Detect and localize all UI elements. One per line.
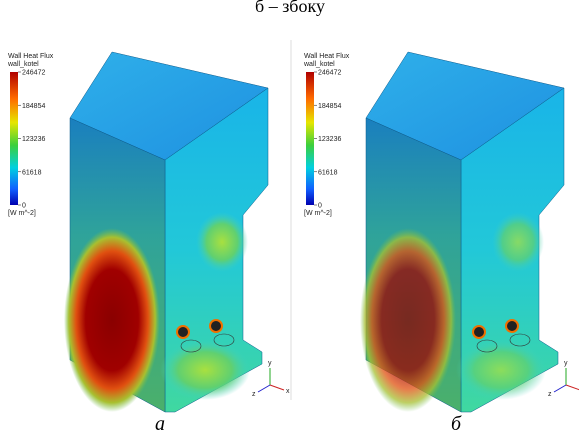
axis-label: y: [564, 360, 568, 367]
tick-label: 123236: [22, 136, 45, 143]
axis-label: z: [548, 391, 552, 398]
legend-title: Wall Heat Flux: [304, 53, 350, 60]
caption: б: [451, 413, 462, 434]
tick-label: 246472: [318, 70, 341, 77]
axis-z: [554, 385, 566, 392]
axis-label: x: [286, 388, 290, 395]
tick-label: 246472: [22, 70, 45, 77]
legend-title: Wall Heat Flux: [8, 53, 54, 60]
tick-label: 61618: [318, 169, 338, 176]
hot-zone: [64, 228, 160, 412]
axis-x: [270, 385, 284, 390]
legend-unit: [W m^-2]: [304, 210, 332, 217]
figure: б – збоку Wall Heat Fluxwall_kotel246472…: [0, 0, 579, 434]
burner: [177, 326, 189, 338]
caption: а: [155, 413, 165, 434]
tick-label: 61618: [22, 169, 42, 176]
legend-unit: [W m^-2]: [8, 210, 36, 217]
axis-z: [258, 385, 270, 392]
axis-label: y: [268, 360, 272, 367]
color-bar: [306, 72, 314, 205]
tick-label: 184854: [318, 103, 341, 110]
header: б – збоку: [255, 0, 325, 16]
burner: [210, 320, 222, 332]
green-zone: [196, 212, 248, 272]
axis-x: [566, 385, 579, 390]
green-zone: [492, 212, 544, 272]
green-zone: [456, 340, 546, 400]
tick-label: 184854: [22, 103, 45, 110]
color-bar: [10, 72, 18, 205]
tick-label: 0: [22, 203, 26, 210]
burner: [473, 326, 485, 338]
hot-zone: [360, 228, 456, 412]
burner: [506, 320, 518, 332]
axis-label: z: [252, 391, 256, 398]
legend-subtitle: wall_kotel: [7, 61, 39, 68]
tick-label: 123236: [318, 136, 341, 143]
legend-subtitle: wall_kotel: [303, 61, 335, 68]
tick-label: 0: [318, 203, 322, 210]
green-zone: [160, 340, 250, 400]
